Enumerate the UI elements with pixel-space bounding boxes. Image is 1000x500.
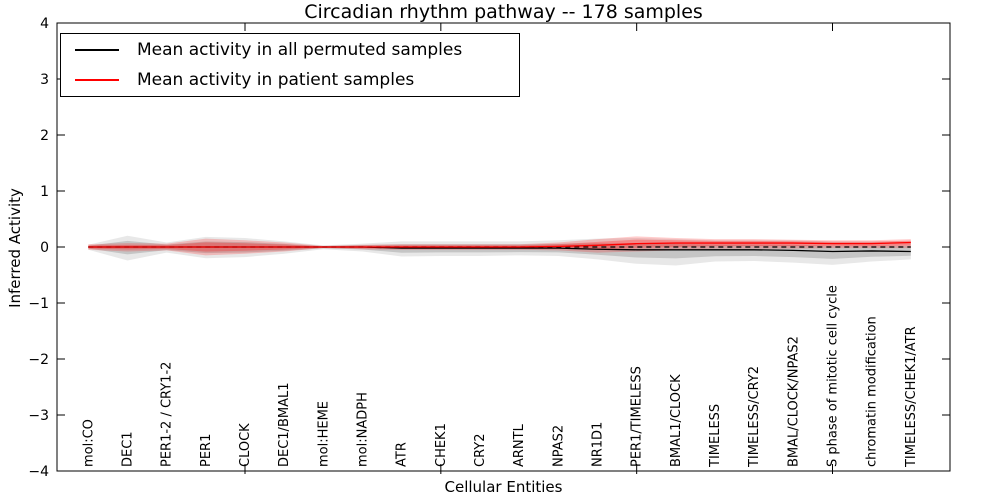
x-category-label: PER1/TIMELESS <box>630 366 645 467</box>
y-tick-label: −3 <box>28 408 49 424</box>
y-tick-label: −4 <box>28 464 49 480</box>
legend-line-swatch-permuted <box>75 49 119 51</box>
line-patient-mean <box>88 241 911 248</box>
y-axis-title: Inferred Activity <box>6 188 24 308</box>
x-category-label: PER1 <box>199 434 214 467</box>
band-permuted-inner <box>88 240 911 259</box>
x-category-label: BMAL1/CLOCK <box>669 374 684 467</box>
y-tick-label: −2 <box>28 352 49 368</box>
y-tick-label: 1 <box>40 184 49 200</box>
x-category-label: S phase of mitotic cell cycle <box>826 285 841 467</box>
legend-line-swatch-patient <box>75 79 119 81</box>
x-category-label: chromatin modification <box>865 316 880 467</box>
legend: Mean activity in all permuted samples Me… <box>60 33 520 97</box>
x-category-label: CHEK1 <box>434 423 449 467</box>
legend-item-permuted: Mean activity in all permuted samples <box>61 36 519 64</box>
x-category-label: ATR <box>395 442 410 467</box>
x-category-label: mol:CO <box>81 419 96 467</box>
y-tick-label: 3 <box>40 72 49 88</box>
x-category-label: NPAS2 <box>551 425 566 467</box>
x-category-label: DEC1/BMAL1 <box>277 383 292 468</box>
x-category-label: mol:NADPH <box>356 392 371 467</box>
band-patient-outer <box>88 236 911 256</box>
x-category-label: TIMELESS/CHEK1/ATR <box>904 326 919 468</box>
y-tick-label: 4 <box>40 16 49 32</box>
legend-label: Mean activity in all permuted samples <box>137 40 463 60</box>
x-category-label: TIMELESS/CRY2 <box>747 366 762 468</box>
x-category-label: BMAL/CLOCK/NPAS2 <box>786 336 801 467</box>
legend-item-patient: Mean activity in patient samples <box>61 66 519 94</box>
y-tick-label: 0 <box>40 240 49 256</box>
x-category-label: DEC1 <box>121 431 136 467</box>
x-category-label: PER1-2 / CRY1-2 <box>160 362 175 467</box>
x-category-label: ARNTL <box>512 423 527 467</box>
y-tick-label: −1 <box>28 296 49 312</box>
y-tick-label: 2 <box>40 128 49 144</box>
x-category-label: CRY2 <box>473 434 488 468</box>
chart-title: Circadian rhythm pathway -- 178 samples <box>304 1 703 23</box>
x-category-label: CLOCK <box>238 423 253 467</box>
legend-label: Mean activity in patient samples <box>137 70 415 90</box>
x-category-label: TIMELESS <box>708 404 723 468</box>
x-category-label: NR1D1 <box>591 422 606 467</box>
x-axis-title: Cellular Entities <box>444 478 563 496</box>
x-category-label: mol:HEME <box>316 401 331 467</box>
